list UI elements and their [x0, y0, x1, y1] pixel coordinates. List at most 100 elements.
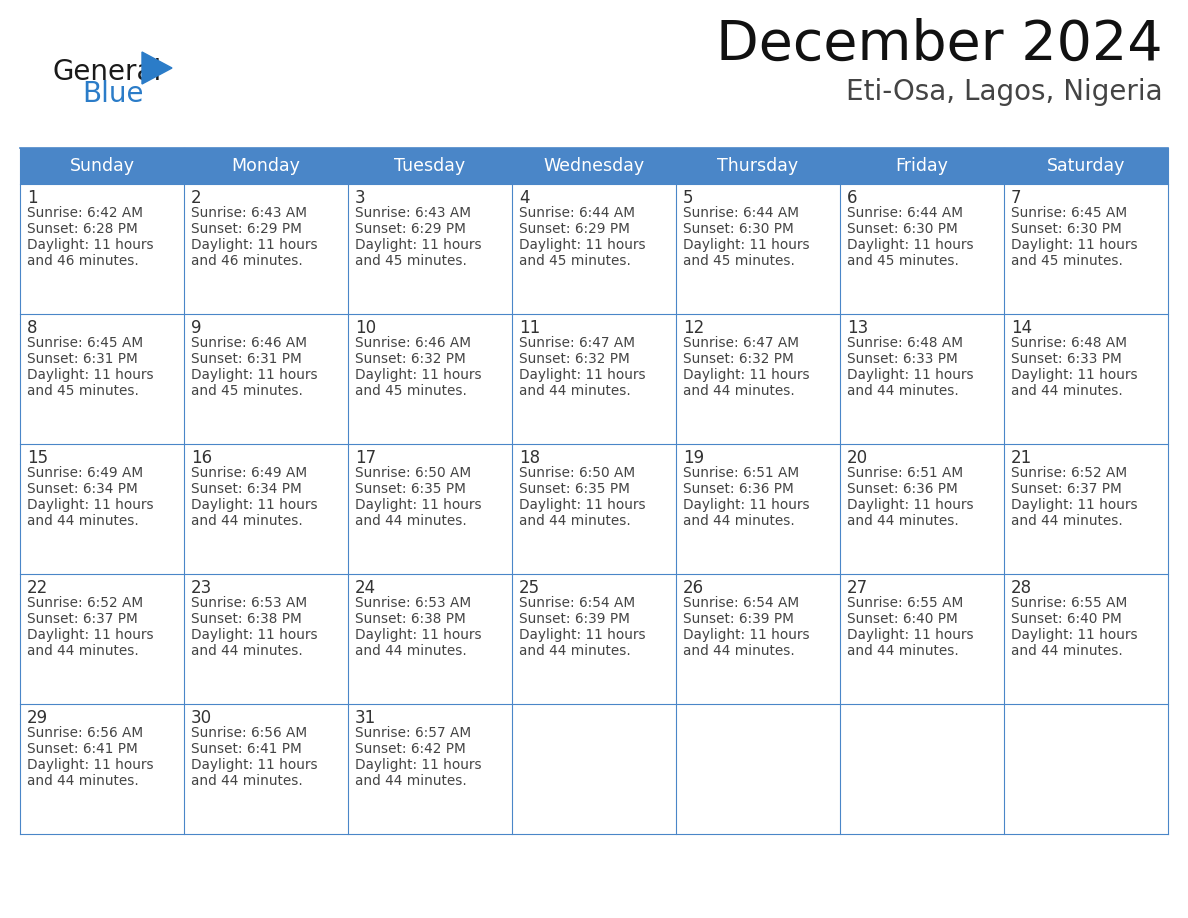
Text: Sunrise: 6:43 AM: Sunrise: 6:43 AM — [355, 206, 470, 220]
Text: 22: 22 — [27, 579, 49, 597]
Text: 11: 11 — [519, 319, 541, 337]
Text: Daylight: 11 hours: Daylight: 11 hours — [1011, 238, 1138, 252]
Text: Friday: Friday — [896, 157, 948, 175]
Text: Sunset: 6:41 PM: Sunset: 6:41 PM — [27, 742, 138, 756]
Text: Sunset: 6:32 PM: Sunset: 6:32 PM — [683, 352, 794, 366]
Text: Sunrise: 6:45 AM: Sunrise: 6:45 AM — [1011, 206, 1127, 220]
Bar — [676, 314, 840, 444]
Text: and 45 minutes.: and 45 minutes. — [355, 384, 467, 398]
Text: 10: 10 — [355, 319, 377, 337]
Text: and 44 minutes.: and 44 minutes. — [27, 644, 139, 658]
Text: Sunrise: 6:49 AM: Sunrise: 6:49 AM — [27, 466, 143, 480]
Text: and 44 minutes.: and 44 minutes. — [683, 644, 795, 658]
Text: Daylight: 11 hours: Daylight: 11 hours — [683, 628, 810, 642]
Text: Sunrise: 6:50 AM: Sunrise: 6:50 AM — [355, 466, 472, 480]
Text: and 45 minutes.: and 45 minutes. — [519, 254, 631, 268]
Text: Daylight: 11 hours: Daylight: 11 hours — [27, 628, 153, 642]
Text: 2: 2 — [191, 189, 202, 207]
Text: Sunrise: 6:56 AM: Sunrise: 6:56 AM — [191, 726, 308, 740]
Text: Daylight: 11 hours: Daylight: 11 hours — [683, 498, 810, 512]
Text: Sunrise: 6:51 AM: Sunrise: 6:51 AM — [683, 466, 800, 480]
Text: Sunrise: 6:50 AM: Sunrise: 6:50 AM — [519, 466, 636, 480]
Text: Sunset: 6:32 PM: Sunset: 6:32 PM — [519, 352, 630, 366]
Text: and 44 minutes.: and 44 minutes. — [519, 384, 631, 398]
Bar — [1004, 444, 1168, 574]
Text: and 44 minutes.: and 44 minutes. — [27, 774, 139, 788]
Text: Daylight: 11 hours: Daylight: 11 hours — [191, 368, 317, 382]
Text: Daylight: 11 hours: Daylight: 11 hours — [519, 368, 645, 382]
Text: and 45 minutes.: and 45 minutes. — [847, 254, 959, 268]
Text: Sunset: 6:36 PM: Sunset: 6:36 PM — [683, 482, 794, 496]
Text: Tuesday: Tuesday — [394, 157, 466, 175]
Text: 27: 27 — [847, 579, 868, 597]
Bar — [20, 444, 184, 574]
Text: Sunrise: 6:52 AM: Sunrise: 6:52 AM — [1011, 466, 1127, 480]
Text: Daylight: 11 hours: Daylight: 11 hours — [519, 498, 645, 512]
Text: and 45 minutes.: and 45 minutes. — [683, 254, 795, 268]
Bar — [840, 314, 1004, 444]
Text: Daylight: 11 hours: Daylight: 11 hours — [27, 498, 153, 512]
Text: 23: 23 — [191, 579, 213, 597]
Text: Sunset: 6:38 PM: Sunset: 6:38 PM — [355, 612, 466, 626]
Text: Sunrise: 6:42 AM: Sunrise: 6:42 AM — [27, 206, 143, 220]
Text: and 44 minutes.: and 44 minutes. — [683, 514, 795, 528]
Bar — [676, 444, 840, 574]
Text: 25: 25 — [519, 579, 541, 597]
Bar — [840, 704, 1004, 834]
Text: Sunset: 6:39 PM: Sunset: 6:39 PM — [683, 612, 794, 626]
Text: and 44 minutes.: and 44 minutes. — [27, 514, 139, 528]
Text: Daylight: 11 hours: Daylight: 11 hours — [355, 368, 481, 382]
Text: Sunset: 6:28 PM: Sunset: 6:28 PM — [27, 222, 138, 236]
Text: Sunset: 6:35 PM: Sunset: 6:35 PM — [355, 482, 466, 496]
Text: Sunset: 6:34 PM: Sunset: 6:34 PM — [27, 482, 138, 496]
Text: Sunset: 6:34 PM: Sunset: 6:34 PM — [191, 482, 302, 496]
Text: Sunset: 6:30 PM: Sunset: 6:30 PM — [683, 222, 794, 236]
Text: and 44 minutes.: and 44 minutes. — [191, 774, 303, 788]
Text: Sunrise: 6:45 AM: Sunrise: 6:45 AM — [27, 336, 143, 350]
Text: Sunset: 6:29 PM: Sunset: 6:29 PM — [519, 222, 630, 236]
Text: 13: 13 — [847, 319, 868, 337]
Text: and 44 minutes.: and 44 minutes. — [1011, 384, 1123, 398]
Text: Daylight: 11 hours: Daylight: 11 hours — [355, 758, 481, 772]
Text: Sunset: 6:33 PM: Sunset: 6:33 PM — [1011, 352, 1121, 366]
Text: Sunrise: 6:44 AM: Sunrise: 6:44 AM — [683, 206, 800, 220]
Text: 15: 15 — [27, 449, 49, 467]
Bar — [348, 704, 512, 834]
Bar — [184, 574, 348, 704]
Text: and 44 minutes.: and 44 minutes. — [847, 384, 959, 398]
Text: Sunrise: 6:51 AM: Sunrise: 6:51 AM — [847, 466, 963, 480]
Text: Daylight: 11 hours: Daylight: 11 hours — [519, 238, 645, 252]
Text: Sunrise: 6:44 AM: Sunrise: 6:44 AM — [847, 206, 963, 220]
Text: Sunrise: 6:48 AM: Sunrise: 6:48 AM — [847, 336, 963, 350]
Text: 21: 21 — [1011, 449, 1032, 467]
Text: and 44 minutes.: and 44 minutes. — [519, 514, 631, 528]
Text: Daylight: 11 hours: Daylight: 11 hours — [1011, 498, 1138, 512]
Text: Daylight: 11 hours: Daylight: 11 hours — [191, 238, 317, 252]
Bar — [1004, 184, 1168, 314]
Text: Sunrise: 6:46 AM: Sunrise: 6:46 AM — [191, 336, 307, 350]
Bar — [20, 148, 1168, 184]
Text: 3: 3 — [355, 189, 366, 207]
Bar — [184, 184, 348, 314]
Text: Wednesday: Wednesday — [543, 157, 645, 175]
Text: Saturday: Saturday — [1047, 157, 1125, 175]
Text: Daylight: 11 hours: Daylight: 11 hours — [847, 498, 974, 512]
Text: Sunset: 6:39 PM: Sunset: 6:39 PM — [519, 612, 630, 626]
Bar — [20, 184, 184, 314]
Text: Sunrise: 6:47 AM: Sunrise: 6:47 AM — [683, 336, 800, 350]
Text: and 45 minutes.: and 45 minutes. — [27, 384, 139, 398]
Bar — [512, 704, 676, 834]
Text: Daylight: 11 hours: Daylight: 11 hours — [683, 238, 810, 252]
Text: Sunday: Sunday — [70, 157, 134, 175]
Text: Sunset: 6:40 PM: Sunset: 6:40 PM — [847, 612, 958, 626]
Text: 4: 4 — [519, 189, 530, 207]
Text: Sunset: 6:31 PM: Sunset: 6:31 PM — [191, 352, 302, 366]
Text: 7: 7 — [1011, 189, 1022, 207]
Text: Sunrise: 6:46 AM: Sunrise: 6:46 AM — [355, 336, 470, 350]
Bar — [348, 314, 512, 444]
Text: 26: 26 — [683, 579, 704, 597]
Text: Sunrise: 6:52 AM: Sunrise: 6:52 AM — [27, 596, 143, 610]
Text: Sunset: 6:30 PM: Sunset: 6:30 PM — [1011, 222, 1121, 236]
Text: and 46 minutes.: and 46 minutes. — [191, 254, 303, 268]
Polygon shape — [143, 52, 172, 84]
